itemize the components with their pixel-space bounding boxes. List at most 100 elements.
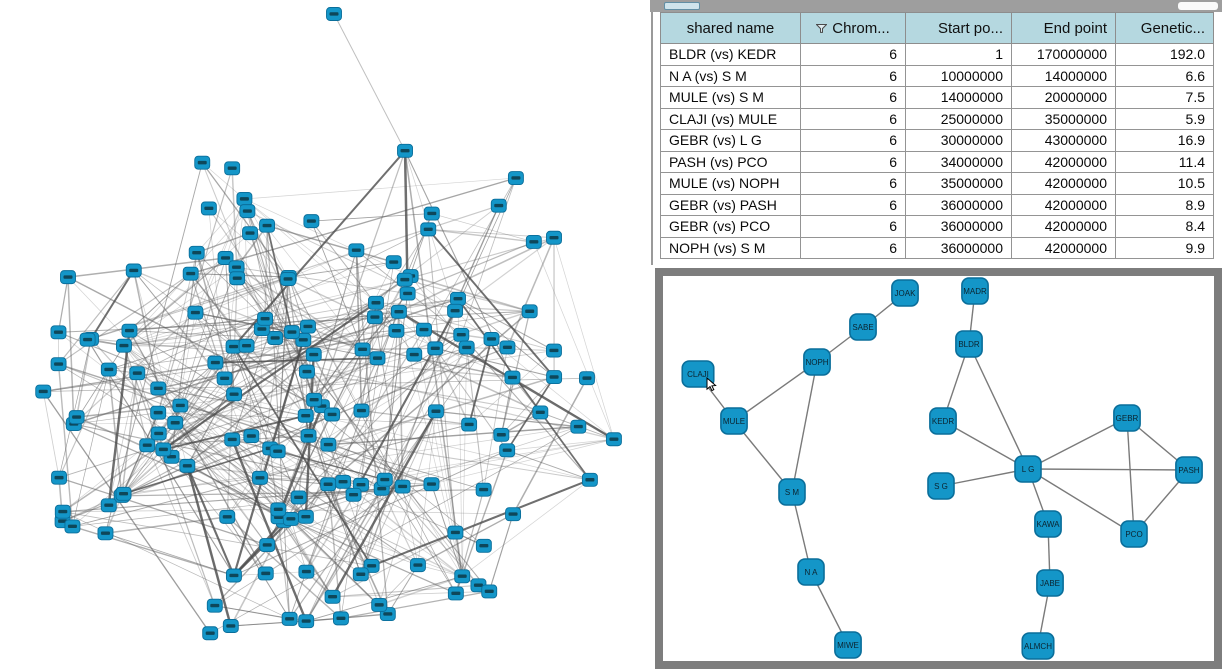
- overview-node[interactable]: [453, 327, 470, 342]
- overview-node[interactable]: [229, 271, 246, 286]
- overview-node[interactable]: [499, 340, 516, 355]
- overview-node[interactable]: [447, 586, 464, 601]
- overview-node[interactable]: [225, 339, 242, 354]
- overview-node[interactable]: [280, 272, 297, 286]
- overview-node[interactable]: [224, 432, 241, 447]
- overview-node[interactable]: [297, 509, 314, 524]
- overview-node[interactable]: [458, 340, 475, 355]
- overview-node[interactable]: [182, 266, 199, 281]
- column-header-chromosome[interactable]: Chrom...: [800, 12, 906, 44]
- overview-node[interactable]: [100, 362, 117, 377]
- overview-node[interactable]: [320, 437, 337, 452]
- network-node-miwe[interactable]: MIWE: [834, 631, 862, 659]
- overview-node[interactable]: [390, 304, 407, 319]
- table-row[interactable]: BLDR (vs) KEDR 6 1 170000000 192.0: [660, 43, 1214, 66]
- overview-node[interactable]: [332, 611, 349, 626]
- overview-node[interactable]: [481, 584, 498, 599]
- table-row[interactable]: CLAJI (vs) MULE 6 25000000 35000000 5.9: [660, 107, 1214, 130]
- overview-node[interactable]: [298, 614, 315, 629]
- overview-node[interactable]: [475, 482, 492, 497]
- overview-node[interactable]: [129, 366, 146, 381]
- overview-node[interactable]: [397, 143, 413, 158]
- overview-node[interactable]: [504, 370, 521, 385]
- network-node-almch[interactable]: ALMCH: [1021, 632, 1055, 660]
- overview-node[interactable]: [525, 234, 542, 249]
- overview-network-canvas[interactable]: [0, 0, 648, 669]
- overview-node[interactable]: [267, 331, 284, 345]
- overview-node[interactable]: [300, 319, 316, 334]
- overview-node[interactable]: [222, 619, 239, 633]
- overview-node[interactable]: [507, 171, 524, 185]
- overview-node[interactable]: [371, 598, 388, 612]
- overview-node[interactable]: [345, 487, 362, 502]
- overview-node[interactable]: [259, 538, 276, 552]
- overview-node[interactable]: [115, 486, 132, 501]
- overview-node[interactable]: [385, 255, 402, 270]
- network-node-sabe[interactable]: SABE: [849, 313, 877, 341]
- overview-node[interactable]: [282, 511, 299, 526]
- overview-node[interactable]: [202, 626, 219, 641]
- overview-node[interactable]: [505, 507, 522, 522]
- overview-node[interactable]: [300, 428, 317, 443]
- overview-node[interactable]: [299, 364, 315, 379]
- network-node-pash[interactable]: PASH: [1175, 456, 1203, 484]
- overview-node[interactable]: [100, 498, 117, 513]
- network-node-kawa[interactable]: KAWA: [1034, 510, 1062, 538]
- overview-node[interactable]: [269, 444, 286, 459]
- overview-node[interactable]: [447, 525, 464, 540]
- selected-network-canvas[interactable]: JOAK SABE NOPH CLAJI MULE S M N A MIWE MADR BLDR K…: [663, 276, 1214, 661]
- scrollbar-fragment-blue[interactable]: [664, 2, 700, 10]
- overview-node[interactable]: [369, 351, 386, 366]
- network-overview-panel[interactable]: [0, 0, 648, 669]
- overview-node[interactable]: [376, 472, 393, 487]
- overview-node[interactable]: [259, 218, 276, 233]
- overview-node[interactable]: [335, 474, 352, 489]
- overview-node[interactable]: [423, 477, 440, 492]
- overview-node[interactable]: [368, 295, 384, 310]
- overview-node[interactable]: [257, 566, 274, 581]
- overview-node[interactable]: [546, 370, 563, 385]
- overview-node[interactable]: [326, 7, 342, 21]
- table-row[interactable]: PASH (vs) PCO 6 34000000 42000000 11.4: [660, 150, 1214, 173]
- overview-node[interactable]: [206, 598, 223, 613]
- overview-node[interactable]: [194, 155, 211, 170]
- network-node-bldr[interactable]: BLDR: [955, 330, 983, 358]
- table-row[interactable]: MULE (vs) S M 6 14000000 20000000 7.5: [660, 86, 1214, 109]
- overview-node[interactable]: [388, 323, 405, 338]
- overview-node[interactable]: [354, 342, 371, 357]
- overview-node[interactable]: [167, 415, 184, 430]
- network-node-s-g[interactable]: S G: [927, 472, 955, 500]
- overview-node[interactable]: [219, 509, 236, 524]
- overview-node[interactable]: [420, 222, 437, 237]
- overview-node[interactable]: [546, 343, 562, 358]
- table-row[interactable]: MULE (vs) NOPH 6 35000000 42000000 10.5: [660, 172, 1214, 195]
- overview-node[interactable]: [394, 479, 411, 494]
- network-node-madr[interactable]: MADR: [961, 277, 989, 305]
- overview-node[interactable]: [252, 470, 268, 485]
- overview-node[interactable]: [581, 472, 598, 487]
- table-row[interactable]: N A (vs) S M 6 10000000 14000000 6.6: [660, 64, 1214, 87]
- overview-node[interactable]: [51, 470, 67, 485]
- overview-node[interactable]: [50, 357, 67, 372]
- overview-node[interactable]: [60, 270, 76, 285]
- network-node-l-g[interactable]: L G: [1014, 455, 1042, 483]
- overview-node[interactable]: [97, 526, 114, 541]
- table-row[interactable]: GEBR (vs) L G 6 30000000 43000000 16.9: [660, 129, 1214, 152]
- overview-node[interactable]: [475, 538, 492, 553]
- overview-node[interactable]: [450, 291, 466, 306]
- overview-node[interactable]: [54, 504, 71, 519]
- overview-node[interactable]: [579, 371, 595, 386]
- overview-node[interactable]: [207, 355, 224, 370]
- overview-node[interactable]: [320, 477, 337, 492]
- network-node-n-a[interactable]: N A: [797, 558, 825, 586]
- overview-node[interactable]: [216, 371, 233, 386]
- network-node-jabe[interactable]: JABE: [1036, 569, 1064, 597]
- overview-node[interactable]: [64, 519, 81, 534]
- overview-node[interactable]: [353, 403, 370, 418]
- network-node-joak[interactable]: JOAK: [891, 279, 919, 307]
- overview-node[interactable]: [605, 432, 622, 447]
- overview-node[interactable]: [239, 204, 256, 219]
- overview-node[interactable]: [324, 407, 341, 422]
- overview-node[interactable]: [243, 429, 260, 444]
- overview-node[interactable]: [242, 226, 258, 241]
